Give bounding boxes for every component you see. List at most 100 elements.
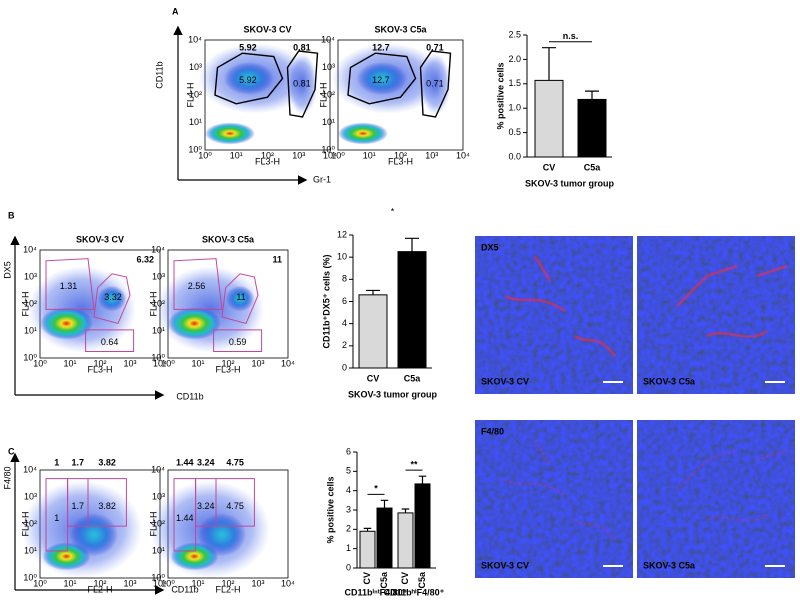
- gate-value-large: 1.7: [72, 457, 85, 467]
- density-cloud: [40, 307, 93, 340]
- gate-value-large: 5.92: [239, 42, 257, 52]
- error-bar: [405, 237, 419, 252]
- gate-value-large: 6.32: [136, 254, 154, 264]
- density-cloud: [223, 62, 274, 95]
- decade-label: 10¹: [152, 545, 165, 555]
- decade-label: 10²: [152, 298, 165, 308]
- decade-label: 10²: [394, 150, 407, 160]
- y-tick-label: 0.0: [508, 151, 521, 161]
- gate-value-large: 0.81: [293, 42, 311, 52]
- y-tick-label: 2: [346, 524, 351, 534]
- panel-label: C: [8, 446, 15, 456]
- axis-title: CD11b: [176, 391, 203, 401]
- gate-value-large: 1.44: [176, 457, 194, 467]
- decade-label: 10²: [322, 89, 335, 99]
- micrograph-texture: [475, 420, 633, 578]
- decade-label: 10⁰: [151, 352, 165, 362]
- error-bar: [380, 499, 389, 509]
- bar: [577, 98, 607, 158]
- channel-label: FL3-H: [215, 364, 240, 374]
- y-tick-label: 3: [346, 504, 351, 514]
- stain-signal: [676, 265, 738, 307]
- gate: [173, 258, 223, 310]
- micrograph-texture: [637, 420, 795, 578]
- channel-label: FL3-H: [255, 156, 280, 166]
- gate: [347, 52, 417, 105]
- significance: *: [391, 206, 395, 216]
- decade-label: 10²: [24, 298, 37, 308]
- flow-plot: [331, 39, 464, 151]
- y-axis-label: % positive cells: [495, 62, 505, 129]
- decade-label: 10⁰: [161, 578, 175, 588]
- channel-label: FL4-H: [318, 82, 328, 107]
- decade-label: 10³: [189, 62, 202, 72]
- y-tick-label: 10: [337, 252, 347, 262]
- error-bar: [542, 47, 556, 81]
- plot-title: SKOV-3 C5a: [374, 24, 427, 34]
- axis-title: CD11b: [171, 584, 198, 594]
- decade-label: 10³: [425, 150, 438, 160]
- stain-signal: [504, 479, 566, 496]
- gate-value: 11: [236, 292, 245, 302]
- error-bar: [585, 90, 599, 100]
- x-tick-label: C5a: [404, 373, 422, 383]
- decade-label: 10²: [24, 518, 37, 528]
- stain-signal: [706, 330, 768, 338]
- group-label: CD11bⁱⁿᵗF4/80⁺: [345, 586, 408, 597]
- significance: *: [374, 484, 378, 494]
- decade-label: 10¹: [63, 358, 76, 368]
- group-label: CD11bʰⁱF4/80⁺: [384, 586, 445, 597]
- stain-signal: [756, 449, 788, 461]
- gate-value: 2.56: [188, 281, 206, 291]
- decade-label: 10²: [189, 89, 202, 99]
- stain-signal: [534, 255, 551, 282]
- channel-label: FL4-H: [20, 291, 30, 316]
- y-tick-label: 2: [342, 340, 347, 350]
- x-tick-label: C5a: [584, 162, 602, 172]
- y-tick-label: 1.0: [508, 103, 521, 113]
- decade-label: 10²: [221, 578, 234, 588]
- x-tick-label: CV: [362, 572, 372, 585]
- stain-label: DX5: [481, 242, 499, 252]
- flow-plot: [198, 39, 331, 151]
- y-tick-label: 0.5: [508, 127, 521, 137]
- gate: [221, 273, 259, 325]
- gate: [45, 478, 69, 552]
- bar: [397, 251, 427, 369]
- error-bar: [401, 508, 410, 513]
- stain-signal: [756, 265, 788, 277]
- decade-label: 10⁰: [151, 572, 165, 582]
- panel-label: A: [172, 6, 179, 16]
- x-tick-label: CV: [367, 373, 380, 383]
- plot-title: SKOV-3 C5a: [202, 234, 255, 244]
- gate-value-large: 11: [272, 254, 282, 264]
- y-tick-label: 4: [342, 318, 347, 328]
- decade-label: 10⁴: [151, 244, 165, 254]
- gate-value: 1: [54, 513, 59, 523]
- gate: [45, 258, 95, 310]
- decade-label: 10⁴: [281, 358, 295, 368]
- channel-label: FL4-H: [185, 82, 195, 107]
- decade-label: 10³: [152, 271, 165, 281]
- gate-value: 0.64: [101, 337, 119, 347]
- axis-title: DX5: [2, 261, 12, 279]
- error-bar: [366, 289, 380, 295]
- micrograph: DX5 SKOV-3 CV: [475, 236, 633, 394]
- decade-label: 10⁰: [331, 150, 345, 160]
- density-cloud: [338, 122, 388, 145]
- decade-label: 10¹: [191, 578, 204, 588]
- micrograph: SKOV-3 C5a: [637, 420, 795, 578]
- y-axis-label: CD11b⁺DX5⁺ cells (%): [321, 254, 331, 348]
- channel-label: FL3-H: [87, 364, 112, 374]
- micrograph-caption: SKOV-3 C5a: [643, 376, 696, 386]
- density-cloud: [97, 285, 127, 312]
- y-tick-label: 6: [346, 446, 351, 456]
- channel-label: FL3-H: [388, 156, 413, 166]
- gate-value: 0.59: [229, 337, 247, 347]
- gate-value: 1.7: [72, 501, 85, 511]
- y-tick-label: 0: [342, 362, 347, 372]
- gate: [215, 478, 255, 527]
- significance: n.s.: [563, 31, 579, 41]
- micrograph-texture: [475, 236, 633, 394]
